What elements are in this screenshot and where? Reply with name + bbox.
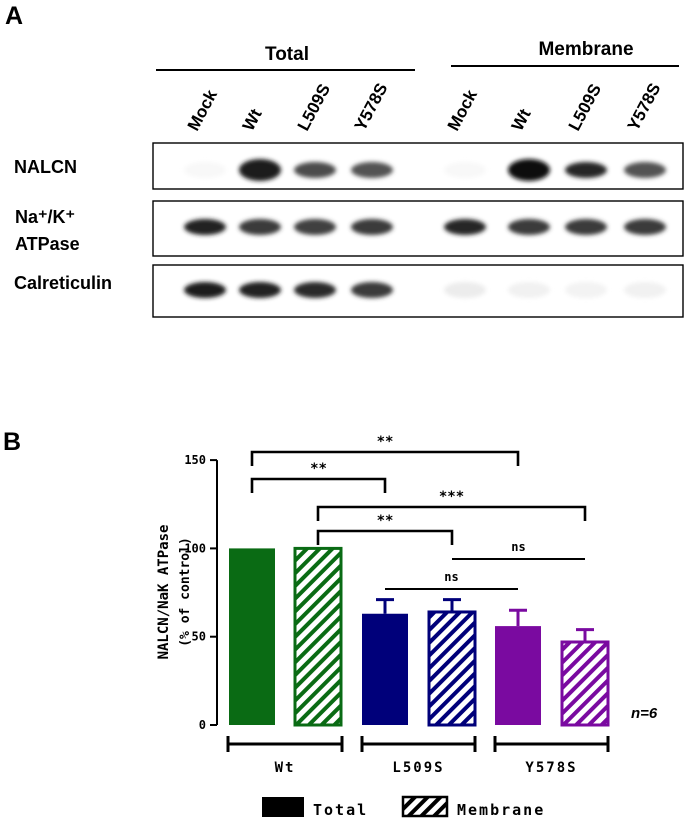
significance-bracket xyxy=(250,450,520,466)
significance-bracket xyxy=(316,505,587,521)
band xyxy=(294,162,336,178)
band xyxy=(294,282,336,298)
significance-label: *** xyxy=(439,489,464,505)
y-tick-label: 50 xyxy=(192,630,206,644)
bar xyxy=(560,640,610,727)
band xyxy=(239,219,281,235)
band xyxy=(565,219,607,235)
band xyxy=(624,219,666,235)
row-label: NALCN xyxy=(14,157,77,177)
blot-row xyxy=(152,264,684,318)
significance-label: ** xyxy=(377,513,394,529)
panel-a-label: A xyxy=(5,2,23,30)
group-label: Y578S xyxy=(525,760,577,776)
band xyxy=(624,282,666,298)
row-label: Na⁺/K⁺ xyxy=(15,207,75,227)
band xyxy=(444,282,486,298)
significance-bracket xyxy=(316,529,454,545)
legend-label-membrane: Membrane xyxy=(457,801,545,819)
significance-label: ns xyxy=(511,540,525,554)
legend-swatch-total xyxy=(262,797,304,817)
band xyxy=(624,162,666,178)
blot-row xyxy=(152,142,684,190)
y-tick-label: 100 xyxy=(184,541,206,555)
lane-label: Y578S xyxy=(624,80,665,134)
lane-label: L509S xyxy=(565,81,605,134)
significance-bracket xyxy=(250,477,387,493)
row-label: Calreticulin xyxy=(14,273,112,293)
band xyxy=(508,282,550,298)
n-label: n=6 xyxy=(631,705,658,722)
panel-b-label: B xyxy=(3,428,21,456)
band xyxy=(444,219,486,235)
lane-label: Wt xyxy=(239,105,266,133)
group-title-total: Total xyxy=(265,44,309,65)
y-axis-label-line1: NALCN/NaK ATPase xyxy=(156,525,172,660)
band xyxy=(184,219,226,235)
band xyxy=(294,219,336,235)
band xyxy=(351,219,393,235)
bar xyxy=(495,626,541,725)
band xyxy=(184,162,226,178)
bar xyxy=(362,613,408,725)
significance-label: ** xyxy=(377,434,394,450)
lane-label: Wt xyxy=(508,105,535,133)
band xyxy=(351,162,393,178)
band xyxy=(508,159,550,181)
significance-label: ns xyxy=(444,570,458,584)
group-title-membrane: Membrane xyxy=(538,39,633,60)
y-axis-label-line2: (% of control) xyxy=(178,537,193,647)
band xyxy=(351,282,393,298)
band xyxy=(239,282,281,298)
bar xyxy=(427,610,477,727)
band xyxy=(184,282,226,298)
y-tick-label: 0 xyxy=(199,718,206,732)
legend-swatch-membrane xyxy=(401,795,449,818)
group-label: Wt xyxy=(275,760,296,776)
group-label: L509S xyxy=(392,760,444,776)
legend-label-total: Total xyxy=(313,801,368,819)
band xyxy=(444,162,486,178)
lane-labels: Mock Wt L509S Y578S Mock Wt L509S Y578S xyxy=(184,80,665,134)
band xyxy=(565,162,607,178)
band xyxy=(508,219,550,235)
blot-row xyxy=(152,200,684,257)
row-labels: NALCN Na⁺/K⁺ ATPase Calreticulin xyxy=(14,157,112,293)
lane-label: Y578S xyxy=(351,80,392,134)
legend: Total Membrane xyxy=(262,795,545,819)
band xyxy=(565,282,607,298)
lane-label: Mock xyxy=(184,86,221,134)
row-label: ATPase xyxy=(15,234,80,254)
y-tick-label: 150 xyxy=(184,453,206,467)
blot-rows xyxy=(152,142,684,318)
lane-label: Mock xyxy=(444,86,481,134)
lane-label: L509S xyxy=(294,81,334,134)
significance-label: ** xyxy=(310,461,327,477)
band xyxy=(239,159,281,181)
bar xyxy=(229,548,275,725)
bar xyxy=(293,546,343,727)
